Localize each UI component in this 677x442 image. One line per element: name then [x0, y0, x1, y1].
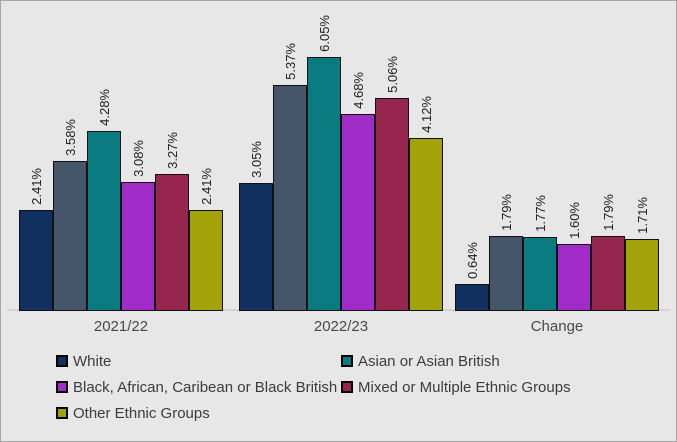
bar-black-african-caribean-or-black-british — [557, 244, 591, 311]
bar-group-2021-22: 2.41% 3.58% 4.28% 3.08% 3.27% 2.41% — [19, 1, 223, 311]
bar-value-label: 6.05% — [316, 15, 332, 52]
bar-value-label: 3.08% — [130, 140, 146, 177]
bar-column: 4.12% — [409, 1, 443, 311]
legend-item-other-ethnic-groups: Other Ethnic Groups — [56, 402, 210, 424]
bar-asian-or-asian-british — [307, 57, 341, 311]
x-axis-label-change: Change — [530, 318, 584, 335]
bar-asian-or-asian-british — [87, 131, 121, 311]
bar-column: 3.08% — [121, 1, 155, 311]
bar-value-label: 1.77% — [532, 195, 548, 232]
legend-marker-asian-or-asian-british — [341, 355, 353, 367]
bar-column: 1.71% — [625, 1, 659, 311]
bar-value-label: 4.12% — [418, 96, 434, 133]
bar-column: 3.58% — [53, 1, 87, 311]
bar-unlabeled-series — [273, 85, 307, 311]
bar-other-ethnic-groups — [409, 138, 443, 311]
bar-column: 4.68% — [341, 1, 375, 311]
bar-value-label: 1.79% — [498, 194, 514, 231]
bar-group-2022-23: 3.05% 5.37% 6.05% 4.68% 5.06% 4.12% — [239, 1, 443, 311]
bar-mixed-or-multiple-ethnic-groups — [591, 236, 625, 311]
bar-value-label: 3.05% — [248, 141, 264, 178]
bar-column: 1.79% — [591, 1, 625, 311]
bar-value-label: 2.41% — [28, 168, 44, 205]
legend-marker-white — [56, 355, 68, 367]
bar-value-label: 1.71% — [634, 197, 650, 234]
legend-item-white: White — [56, 350, 111, 372]
bar-column: 2.41% — [19, 1, 53, 311]
bar-group-change: 0.64% 1.79% 1.77% 1.60% 1.79% 1.71% — [455, 1, 659, 311]
bar-mixed-or-multiple-ethnic-groups — [155, 174, 189, 311]
bar-unlabeled-series — [53, 161, 87, 311]
legend-item-black-african-caribean-or-black-british: Black, African, Caribean or Black Britis… — [56, 376, 337, 398]
legend-label: Asian or Asian British — [358, 352, 500, 370]
bar-column: 6.05% — [307, 1, 341, 311]
legend-label: Mixed or Multiple Ethnic Groups — [358, 378, 571, 396]
legend-label: Other Ethnic Groups — [73, 404, 210, 422]
legend-marker-black-african-caribean-or-black-british — [56, 381, 68, 393]
legend-marker-mixed-or-multiple-ethnic-groups — [341, 381, 353, 393]
legend-label: White — [73, 352, 112, 370]
bar-column: 5.06% — [375, 1, 409, 311]
legend-marker-other-ethnic-groups — [56, 407, 68, 419]
bar-white — [455, 284, 489, 311]
bar-column: 1.60% — [557, 1, 591, 311]
legend-item-mixed-or-multiple-ethnic-groups: Mixed or Multiple Ethnic Groups — [341, 376, 571, 398]
bar-column: 5.37% — [273, 1, 307, 311]
bar-black-african-caribean-or-black-british — [121, 182, 155, 311]
bar-column: 1.79% — [489, 1, 523, 311]
bar-value-label: 5.37% — [282, 43, 298, 80]
bar-column: 2.41% — [189, 1, 223, 311]
bar-asian-or-asian-british — [523, 237, 557, 311]
bar-other-ethnic-groups — [189, 210, 223, 311]
bar-value-label: 1.60% — [566, 202, 582, 239]
bar-column: 4.28% — [87, 1, 121, 311]
bar-unlabeled-series — [489, 236, 523, 311]
bar-mixed-or-multiple-ethnic-groups — [375, 98, 409, 311]
bar-white — [239, 183, 273, 311]
bar-column: 3.05% — [239, 1, 273, 311]
legend-item-asian-or-asian-british: Asian or Asian British — [341, 350, 500, 372]
bar-value-label: 2.41% — [198, 168, 214, 205]
x-axis-label-2022-23: 2022/23 — [313, 318, 369, 335]
bar-value-label: 1.79% — [600, 194, 616, 231]
bar-column: 0.64% — [455, 1, 489, 311]
bar-column: 1.77% — [523, 1, 557, 311]
legend-label: Black, African, Caribean or Black Britis… — [73, 378, 338, 396]
bar-white — [19, 210, 53, 311]
bar-value-label: 0.64% — [464, 242, 480, 279]
bar-column: 3.27% — [155, 1, 189, 311]
bar-other-ethnic-groups — [625, 239, 659, 311]
bar-value-label: 4.28% — [96, 89, 112, 126]
bar-value-label: 3.27% — [164, 132, 180, 169]
bar-value-label: 4.68% — [350, 72, 366, 109]
bar-value-label: 5.06% — [384, 56, 400, 93]
bar-black-african-caribean-or-black-british — [341, 114, 375, 311]
bar-value-label: 3.58% — [62, 119, 78, 156]
x-axis-label-2021-22: 2021/22 — [93, 318, 149, 335]
